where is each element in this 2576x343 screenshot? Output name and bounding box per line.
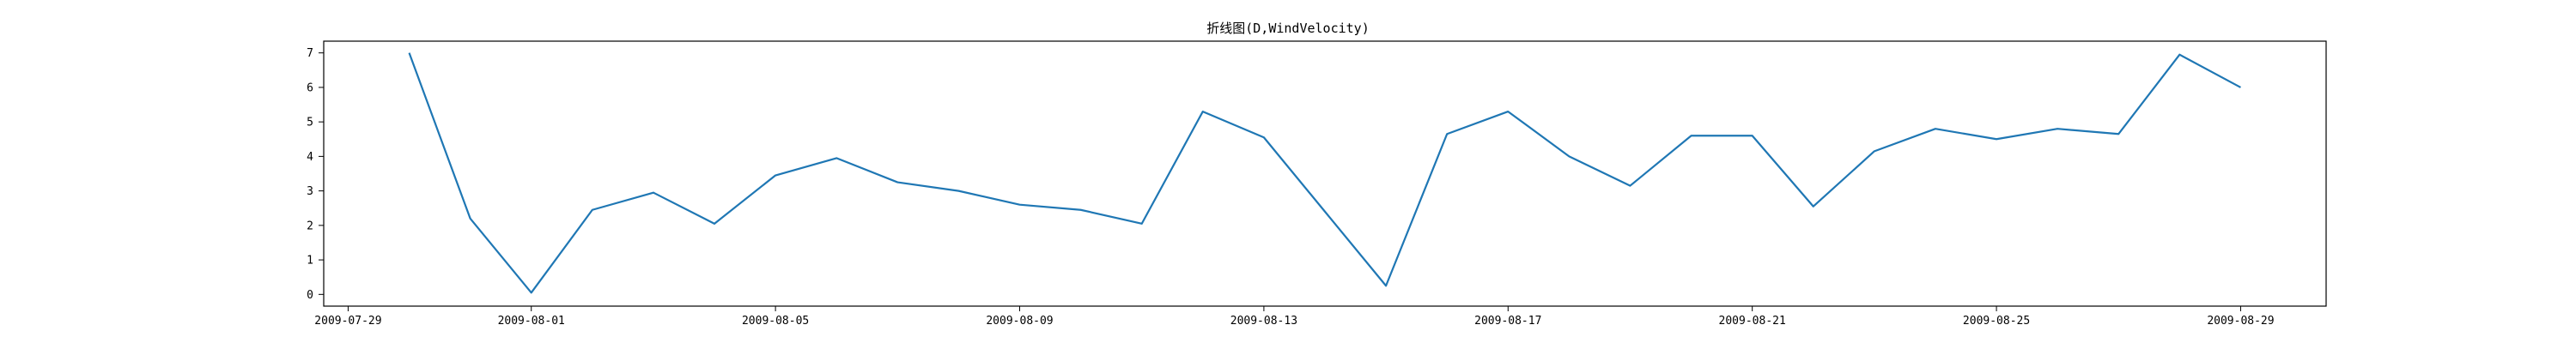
plot-area-frame xyxy=(323,40,2327,307)
x-tick-label: 2009-08-29 xyxy=(2207,315,2274,328)
y-tick-label: 3 xyxy=(307,185,313,198)
y-tick-label: 1 xyxy=(307,255,313,268)
x-tick-label: 2009-08-25 xyxy=(1963,315,2030,328)
y-tick-label: 7 xyxy=(307,47,313,60)
x-tick-label: 2009-08-17 xyxy=(1474,315,1541,328)
x-tick-label: 2009-08-05 xyxy=(742,315,809,328)
y-tick-label: 6 xyxy=(307,81,313,94)
x-axis: 2009-07-29 2009-08-01 2009-08-05 2009-08-09… xyxy=(314,306,2275,328)
y-axis: 0 1 2 3 4 5 6 7 xyxy=(307,47,324,302)
x-tick-label: 2009-07-29 xyxy=(314,315,381,328)
y-tick-label: 4 xyxy=(307,151,313,164)
y-tick-label: 2 xyxy=(307,220,313,232)
x-tick-label: 2009-08-13 xyxy=(1230,315,1297,328)
y-tick-label: 5 xyxy=(307,117,313,129)
x-tick-label: 2009-08-09 xyxy=(986,315,1053,328)
chart-title: 折线图(D,WindVelocity) xyxy=(1206,21,1370,36)
y-tick-label: 0 xyxy=(307,289,313,302)
x-tick-label: 2009-08-01 xyxy=(498,315,565,328)
series-group xyxy=(408,52,2241,294)
x-tick-label: 2009-08-21 xyxy=(1719,315,1786,328)
series-line-windvelocity xyxy=(408,52,2241,294)
